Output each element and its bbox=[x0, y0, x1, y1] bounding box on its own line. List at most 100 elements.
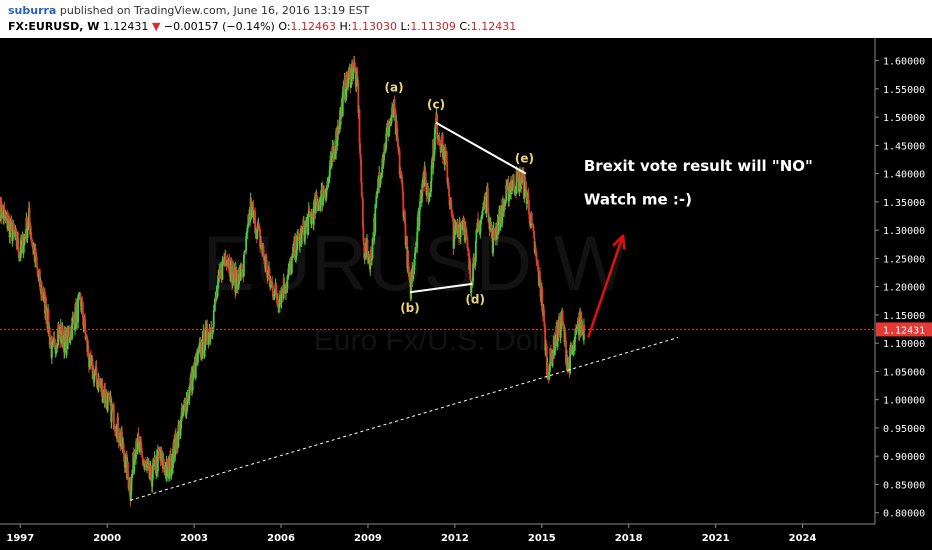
candle-body bbox=[167, 468, 169, 477]
price-tick-label: 0.85000 bbox=[883, 480, 925, 491]
candle-body bbox=[400, 175, 403, 182]
candle-body bbox=[337, 129, 340, 134]
candle-body bbox=[467, 248, 469, 251]
arrow-shaft[interactable] bbox=[586, 235, 625, 338]
candle-body bbox=[323, 189, 326, 194]
candle-body bbox=[476, 225, 479, 229]
candle-body bbox=[245, 236, 248, 251]
candlestick-series bbox=[0, 56, 586, 507]
wave-label[interactable]: (c) bbox=[427, 98, 445, 112]
candle-body bbox=[565, 340, 567, 364]
text-annotation[interactable]: Watch me :-) bbox=[584, 191, 692, 209]
drawing-annotations[interactable]: (a) (b) (c) (d) (e) Brexit vote result will "… bbox=[130, 81, 813, 501]
candle-body bbox=[49, 340, 52, 342]
price-chart[interactable]: EURUSD W Euro Fx/U.S. Dollar 0.800000.85… bbox=[0, 38, 932, 550]
candle-body bbox=[111, 404, 114, 411]
candle-body bbox=[583, 324, 586, 330]
candle-body bbox=[14, 229, 17, 237]
candle-body bbox=[407, 265, 410, 277]
candle-body bbox=[297, 235, 300, 240]
triangle-trend-line[interactable] bbox=[409, 282, 473, 294]
candle-body bbox=[453, 222, 456, 239]
arrow-head-icon[interactable] bbox=[612, 234, 626, 250]
text-annotation[interactable]: Brexit vote result will "NO" bbox=[584, 157, 813, 175]
close-value: 1.12431 bbox=[470, 20, 517, 33]
candle-body bbox=[529, 222, 532, 227]
candle-body bbox=[15, 229, 17, 232]
price-axis-ticks: 0.80000 0.85000 0.90000 0.95000 1.00000 1.050… bbox=[875, 57, 925, 520]
candle-body bbox=[371, 258, 373, 261]
price-tick-label: 1.45000 bbox=[883, 141, 925, 152]
candle-body bbox=[172, 448, 174, 468]
candle-body bbox=[442, 150, 445, 158]
candle-body bbox=[434, 123, 437, 129]
wave-label[interactable]: (a) bbox=[385, 81, 404, 95]
candle-body bbox=[502, 199, 504, 205]
candle-body bbox=[261, 248, 264, 251]
support-trend-line[interactable] bbox=[130, 337, 679, 501]
triangle-trend-line[interactable] bbox=[435, 121, 527, 175]
candle-body bbox=[285, 290, 287, 294]
candle-body bbox=[562, 321, 565, 324]
candle-body bbox=[237, 279, 239, 289]
candle-body bbox=[255, 230, 258, 233]
price-tick-label: 0.80000 bbox=[883, 509, 925, 520]
candle-body bbox=[93, 374, 96, 383]
candle-body bbox=[428, 193, 431, 202]
candle-body bbox=[503, 201, 505, 213]
candle-body bbox=[56, 347, 59, 349]
time-tick-label: 2000 bbox=[93, 533, 121, 544]
candle-body bbox=[523, 179, 526, 197]
candle-body bbox=[243, 250, 246, 256]
candle-body bbox=[3, 208, 6, 210]
candle-body bbox=[434, 128, 436, 150]
candle-body bbox=[33, 247, 35, 249]
candle-body bbox=[206, 340, 209, 342]
candle-body bbox=[308, 208, 311, 212]
wave-label[interactable]: (b) bbox=[400, 301, 420, 315]
candle-body bbox=[273, 295, 276, 300]
candle-body bbox=[256, 226, 259, 239]
candle-body bbox=[221, 260, 224, 280]
candle-body bbox=[192, 365, 195, 378]
author-link[interactable]: suburra bbox=[8, 4, 57, 17]
candle-body bbox=[49, 340, 52, 345]
wave-label[interactable]: (d) bbox=[465, 293, 485, 307]
candle-body bbox=[332, 146, 334, 153]
high-value: 1.13030 bbox=[351, 20, 398, 33]
candle-body bbox=[295, 256, 297, 259]
last-price-label: 1.12431 bbox=[883, 325, 925, 336]
candle-body bbox=[251, 202, 254, 209]
candle-body bbox=[180, 416, 183, 429]
price-axis[interactable] bbox=[875, 38, 932, 550]
candle-body bbox=[447, 182, 450, 187]
candle-body bbox=[307, 217, 310, 235]
candle-body bbox=[98, 378, 100, 384]
candle-body bbox=[88, 353, 91, 369]
time-tick-label: 1997 bbox=[6, 533, 34, 544]
candle-body bbox=[185, 398, 188, 415]
high-label: H: bbox=[339, 20, 352, 33]
candle-body bbox=[525, 181, 527, 190]
candle-body bbox=[504, 200, 507, 207]
candle-body bbox=[168, 461, 171, 479]
symbol-label[interactable]: FX:EURUSD, W bbox=[8, 20, 100, 33]
candle-body bbox=[135, 441, 138, 452]
candle-body bbox=[6, 225, 9, 229]
candle-body bbox=[262, 245, 265, 255]
candle-body bbox=[232, 267, 235, 281]
candle-body bbox=[471, 281, 474, 284]
candle-body bbox=[535, 252, 538, 262]
candle-body bbox=[72, 315, 75, 320]
candle-body bbox=[177, 424, 180, 448]
time-axis[interactable] bbox=[0, 524, 875, 550]
candle-body bbox=[440, 144, 443, 152]
candle-body bbox=[441, 134, 444, 158]
candle-body bbox=[11, 232, 14, 242]
candle-body bbox=[479, 219, 482, 226]
candle-body bbox=[270, 280, 273, 283]
wave-label[interactable]: (e) bbox=[515, 151, 534, 165]
candle-body bbox=[68, 331, 71, 341]
candle-body bbox=[359, 153, 362, 160]
candle-body bbox=[46, 311, 48, 323]
